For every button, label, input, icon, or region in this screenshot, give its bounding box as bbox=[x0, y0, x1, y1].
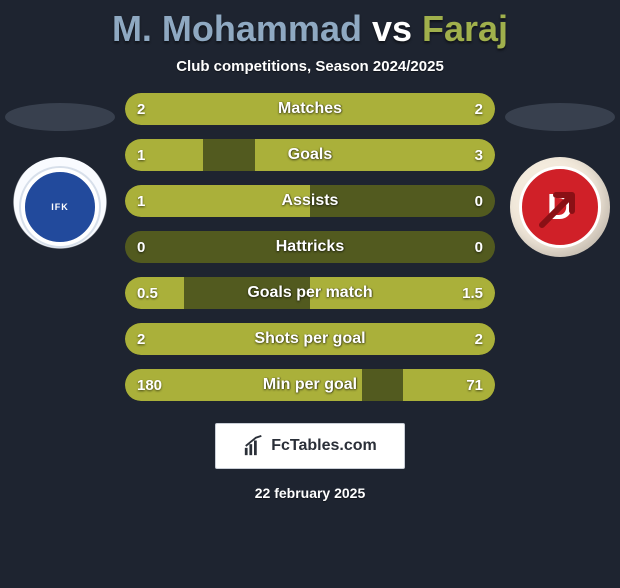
bar-value-right: 2 bbox=[475, 331, 483, 348]
bar-fill-right bbox=[310, 93, 495, 125]
team-left-crest: IFK bbox=[10, 157, 110, 257]
bar-fill-left bbox=[125, 185, 310, 217]
bar-value-left: 180 bbox=[137, 377, 162, 394]
bar-fill-right bbox=[255, 139, 496, 171]
footer-attribution: FcTables.com bbox=[215, 423, 405, 469]
bar-value-right: 0 bbox=[475, 239, 483, 256]
team-left-crest-inner: IFK bbox=[21, 168, 99, 246]
bar-value-right: 3 bbox=[475, 147, 483, 164]
stat-row-hattricks: Hattricks0 0 bbox=[125, 231, 495, 263]
player-left-name: M. Mohammad bbox=[112, 8, 362, 49]
bar-value-left: 1 bbox=[137, 193, 145, 210]
bar-value-right: 2 bbox=[475, 101, 483, 118]
bar-value-right: 71 bbox=[466, 377, 483, 394]
bar-label: Hattricks bbox=[125, 238, 495, 256]
bar-value-left: 2 bbox=[137, 101, 145, 118]
stat-bars: Matches22Goals13Assists10Hattricks00Goal… bbox=[125, 93, 495, 401]
footer-site: FcTables.com bbox=[271, 437, 377, 455]
ellipse-shadow-right bbox=[505, 103, 615, 131]
bar-value-right: 0 bbox=[475, 193, 483, 210]
stat-row-goals: Goals13 bbox=[125, 139, 495, 171]
bar-fill-left bbox=[125, 93, 310, 125]
fctables-icon bbox=[243, 435, 265, 457]
bar-fill-right bbox=[310, 323, 495, 355]
footer-date: 22 february 2025 bbox=[0, 485, 620, 501]
team-left-short: IFK bbox=[51, 202, 69, 212]
bar-value-left: 0.5 bbox=[137, 285, 158, 302]
team-right-crest-inner: D bbox=[519, 166, 601, 248]
stat-row-matches: Matches22 bbox=[125, 93, 495, 125]
team-right-crest: D bbox=[510, 157, 610, 257]
team-left-column: IFK bbox=[0, 93, 120, 257]
team-right-arrow-icon bbox=[530, 177, 590, 237]
bar-value-left: 2 bbox=[137, 331, 145, 348]
stat-row-goals-per-match: Goals per match0.51.5 bbox=[125, 277, 495, 309]
player-right-name: Faraj bbox=[422, 8, 508, 49]
bar-fill-left bbox=[125, 323, 310, 355]
subtitle: Club competitions, Season 2024/2025 bbox=[0, 58, 620, 75]
comparison-title: M. Mohammad vs Faraj bbox=[0, 8, 620, 50]
bar-value-left: 1 bbox=[137, 147, 145, 164]
bar-value-left: 0 bbox=[137, 239, 145, 256]
bar-value-right: 1.5 bbox=[462, 285, 483, 302]
stat-row-shots-per-goal: Shots per goal22 bbox=[125, 323, 495, 355]
ellipse-shadow-left bbox=[5, 103, 115, 131]
team-right-column: D bbox=[500, 93, 620, 257]
main-area: IFK D Matches22Goals13Assists10Hattricks… bbox=[0, 93, 620, 401]
stat-row-assists: Assists10 bbox=[125, 185, 495, 217]
title-vs: vs bbox=[362, 8, 422, 49]
stat-row-min-per-goal: Min per goal18071 bbox=[125, 369, 495, 401]
